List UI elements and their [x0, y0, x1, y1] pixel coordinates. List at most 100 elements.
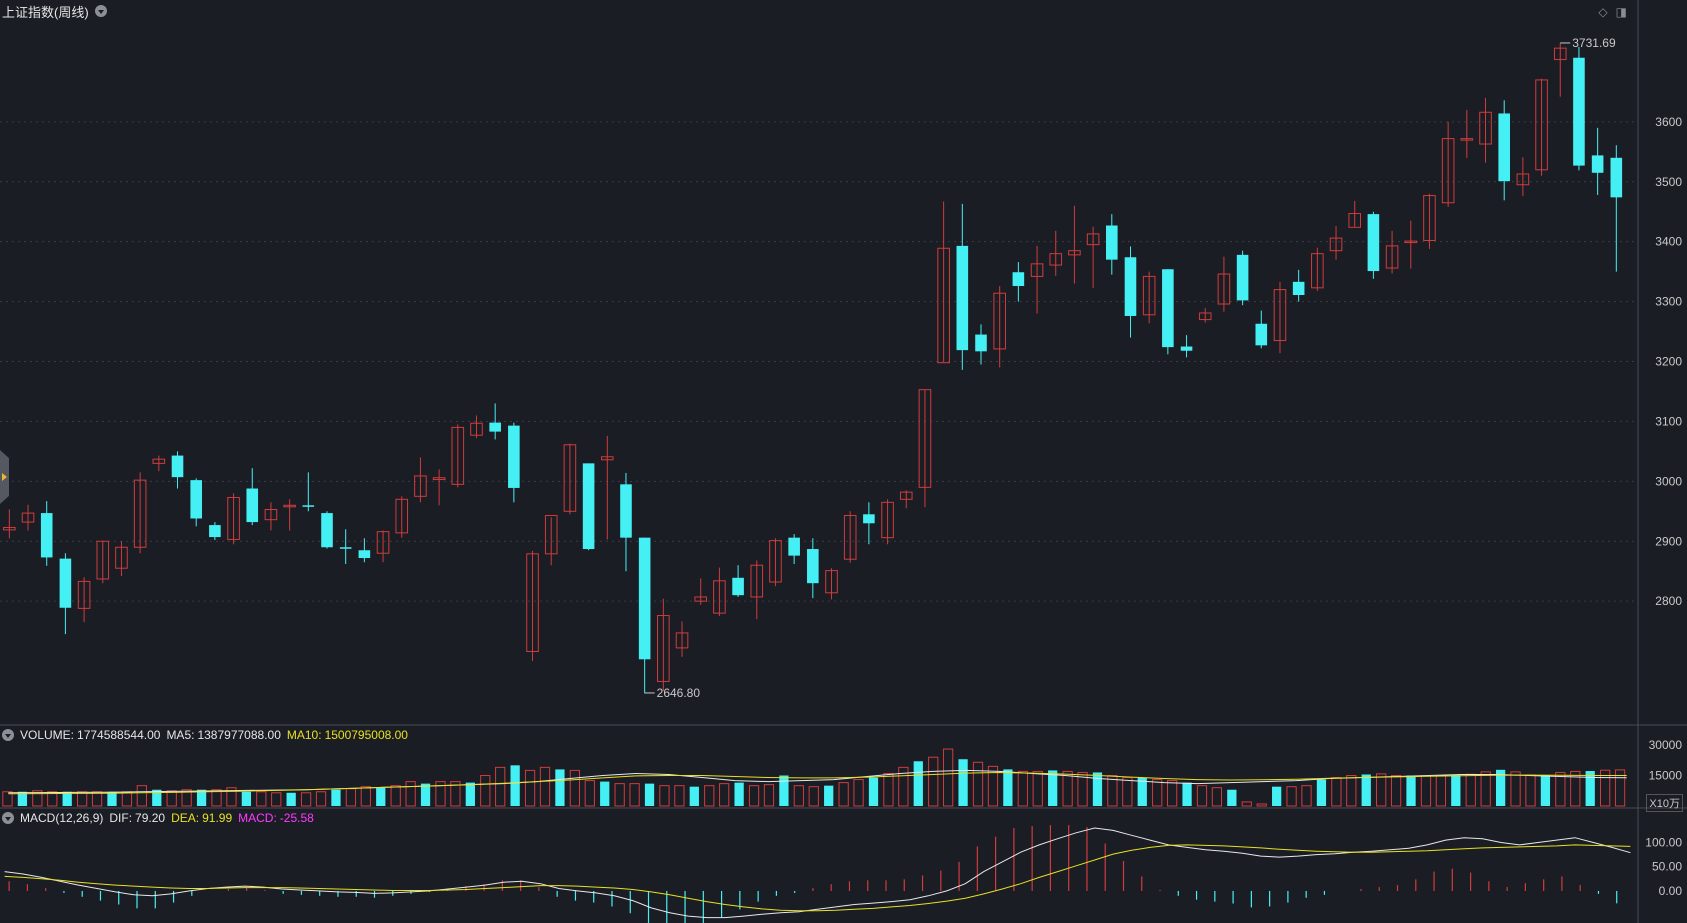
volume-bar — [824, 785, 834, 806]
volume-bar — [1525, 774, 1536, 807]
volume-bar — [1510, 771, 1521, 807]
candle-up — [264, 508, 278, 521]
candle-up — [1049, 253, 1063, 266]
candle-down — [321, 513, 333, 548]
candle-up — [544, 514, 558, 555]
candle-up — [563, 444, 577, 512]
candle-down — [1106, 225, 1118, 260]
volume-bar — [1182, 782, 1192, 806]
candle-down — [620, 484, 632, 538]
candle-up — [1385, 245, 1399, 269]
candle-up — [899, 491, 913, 500]
candle-down — [1610, 157, 1623, 198]
candle-up — [1086, 233, 1100, 246]
price-tick-label: 2800 — [1655, 594, 1682, 608]
macd-macd-label: MACD: — [238, 811, 277, 825]
candle-down — [40, 513, 53, 558]
price-tick-label: 3000 — [1655, 474, 1682, 488]
layout-icon[interactable]: ◨ — [1615, 5, 1627, 19]
volume-bar — [1435, 775, 1447, 807]
candle-down — [1591, 155, 1604, 173]
chart-title-bar[interactable]: 上证指数(周线) — [2, 3, 107, 20]
volume-bar — [1480, 771, 1491, 807]
candle-up — [600, 456, 614, 461]
candle-down — [339, 547, 352, 549]
volume-bar — [1032, 770, 1043, 807]
macd-dif-label: DIF: — [109, 811, 133, 825]
volume-bar — [958, 759, 968, 806]
candle-up — [1068, 250, 1081, 256]
scroll-left-icon[interactable] — [0, 450, 9, 504]
volume-bar — [1361, 774, 1371, 806]
volume-bar — [1390, 775, 1402, 807]
candle-down — [1255, 323, 1268, 346]
candle-down — [508, 425, 520, 488]
candle-up — [470, 422, 483, 436]
volume-bar — [987, 765, 999, 807]
candle-up — [1348, 213, 1362, 228]
candle-up — [881, 501, 894, 539]
macd-dea-label: DEA: — [171, 811, 200, 825]
volume-bar — [1465, 773, 1476, 807]
candle-down — [209, 525, 221, 538]
macd-label: MACD(12,26,9) — [20, 811, 104, 825]
volume-bar — [1555, 771, 1566, 807]
volume-bar — [286, 792, 296, 806]
volume-bar — [734, 782, 744, 806]
volume-bar — [584, 780, 595, 807]
volume-bar — [1241, 801, 1252, 807]
candle-down — [788, 537, 800, 556]
candle-up — [937, 247, 950, 364]
chart-tools: ◇ ◨ — [1598, 5, 1627, 19]
volume-bar — [76, 791, 88, 807]
candle-up — [21, 512, 35, 523]
volume-dropdown-icon[interactable] — [2, 729, 14, 741]
volume-bar — [241, 791, 251, 806]
candle-up — [843, 514, 857, 560]
macd-tick-label: 0.00 — [1659, 884, 1683, 898]
volume-header: VOLUME: 1774588544.00 MA5: 1387977088.00… — [2, 728, 408, 742]
volume-bar — [62, 791, 72, 806]
candle-up — [1217, 273, 1231, 305]
volume-bar — [1600, 769, 1611, 807]
candle-up — [77, 580, 91, 609]
volume-bar — [510, 765, 520, 806]
volume-bar — [1048, 770, 1058, 806]
candle-up — [1535, 79, 1548, 171]
volume-bar — [1376, 773, 1387, 807]
volume-bar — [808, 786, 819, 807]
price-tick-label: 3400 — [1655, 235, 1682, 249]
volume-tick-label: 15000 — [1649, 769, 1683, 783]
volume-bar — [181, 789, 192, 807]
volume-ma10-line — [8, 771, 1627, 795]
candle-up — [96, 540, 110, 580]
volume-bar — [928, 756, 939, 807]
volume-bar — [838, 782, 849, 807]
macd-dea-line — [4, 844, 1631, 912]
volume-bar — [555, 769, 565, 806]
price-tick-label: 3200 — [1655, 355, 1682, 369]
volume-bar — [1420, 775, 1432, 807]
volume-bar — [360, 786, 371, 807]
volume-bar — [779, 775, 789, 806]
diamond-icon[interactable]: ◇ — [1598, 5, 1608, 19]
candle-down — [1124, 257, 1137, 316]
price-tick-label: 3500 — [1655, 175, 1682, 189]
volume-bar — [315, 791, 327, 807]
candle-up — [3, 526, 16, 531]
macd-dropdown-icon[interactable] — [2, 812, 14, 824]
volume-ma5-value: 1387977088.00 — [197, 728, 281, 742]
dropdown-icon[interactable] — [94, 5, 107, 17]
volume-bar — [689, 786, 699, 806]
volume-bar — [32, 790, 43, 807]
candle-up — [918, 389, 932, 488]
candle-up — [432, 477, 446, 481]
macd-dif-value: 79.20 — [135, 811, 166, 825]
volume-bar — [868, 777, 879, 806]
volume-ma10-label: MA10: — [286, 728, 322, 742]
volume-bar — [763, 784, 775, 807]
volume-bar — [1570, 770, 1581, 807]
candle-down — [171, 455, 184, 478]
volume-bar — [1272, 786, 1282, 806]
